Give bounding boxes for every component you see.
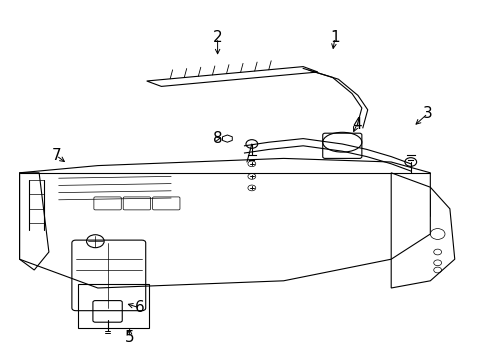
Text: 8: 8 xyxy=(212,131,222,146)
Text: 2: 2 xyxy=(212,30,222,45)
Text: 6: 6 xyxy=(134,300,144,315)
Text: 7: 7 xyxy=(51,148,61,163)
Text: 3: 3 xyxy=(422,106,432,121)
Text: 1: 1 xyxy=(329,30,339,45)
Text: 5: 5 xyxy=(124,330,134,345)
Text: 4: 4 xyxy=(351,117,361,132)
Bar xyxy=(78,284,149,328)
